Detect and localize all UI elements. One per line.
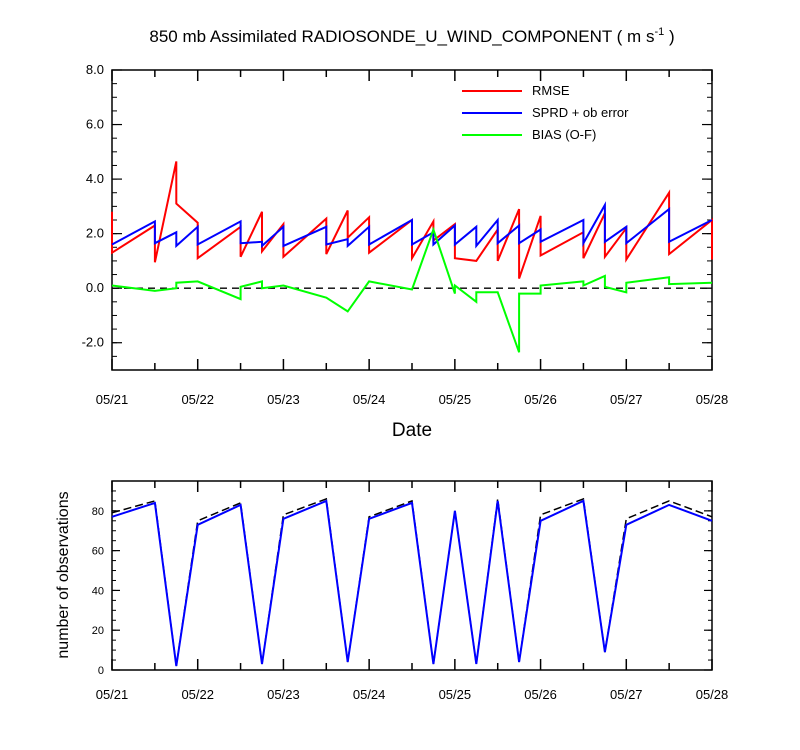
series-line-sprd-ob-error <box>111 201 713 249</box>
y-axis-label: number of observations <box>55 491 72 658</box>
series-line-possible <box>111 497 713 667</box>
y-tick-label: 8.0 <box>86 62 104 77</box>
x-tick-label: 05/25 <box>439 687 472 702</box>
series-line-used <box>111 499 713 667</box>
x-tick-label: 05/24 <box>353 687 386 702</box>
x-tick-label: 05/28 <box>696 687 729 702</box>
y-tick-label: 4.0 <box>86 171 104 186</box>
x-tick-label: 05/26 <box>524 687 557 702</box>
bottom-panel: 05/21 05/22 05/23 05/24 05/25 05/26 05/27 05/28… <box>55 480 729 702</box>
series-line-bias-o-f <box>111 226 713 353</box>
y-tick-label: 0 <box>98 665 104 677</box>
x-tick-label: 05/26 <box>524 392 557 407</box>
y-tick-label: 2.0 <box>86 226 104 241</box>
x-tick-label: 05/25 <box>439 392 472 407</box>
x-axis-label: Date <box>392 420 432 441</box>
x-tick-label: 05/24 <box>353 392 386 407</box>
x-tick-label: 05/23 <box>267 392 300 407</box>
y-tick-label: 6.0 <box>86 117 104 132</box>
y-tick-label: 60 <box>92 546 104 558</box>
chart-title: 850 mb Assimilated RADIOSONDE_U_WIND_COM… <box>149 26 674 46</box>
x-tick-label: 05/21 <box>96 392 129 407</box>
y-tick-label: 80 <box>92 506 104 518</box>
legend-label: BIAS (O-F) <box>532 127 596 142</box>
x-tick-label: 05/21 <box>96 687 129 702</box>
y-tick-label: -2.0 <box>82 335 104 350</box>
x-tick-label: 05/22 <box>181 392 214 407</box>
x-tick-label: 05/27 <box>610 392 643 407</box>
legend-label: RMSE <box>532 83 570 98</box>
x-tick-label: 05/22 <box>181 687 214 702</box>
y-tick-label: 0.0 <box>86 280 104 295</box>
top-panel: 05/21 05/22 05/23 05/24 05/25 05/26 05/27 05/28… <box>82 26 729 441</box>
x-tick-label: 05/27 <box>610 687 643 702</box>
legend-label: SPRD + ob error <box>532 105 629 120</box>
x-tick-label: 05/23 <box>267 687 300 702</box>
y-tick-label: 20 <box>92 625 104 637</box>
x-tick-label: 05/28 <box>696 392 729 407</box>
y-tick-label: 40 <box>92 585 104 597</box>
